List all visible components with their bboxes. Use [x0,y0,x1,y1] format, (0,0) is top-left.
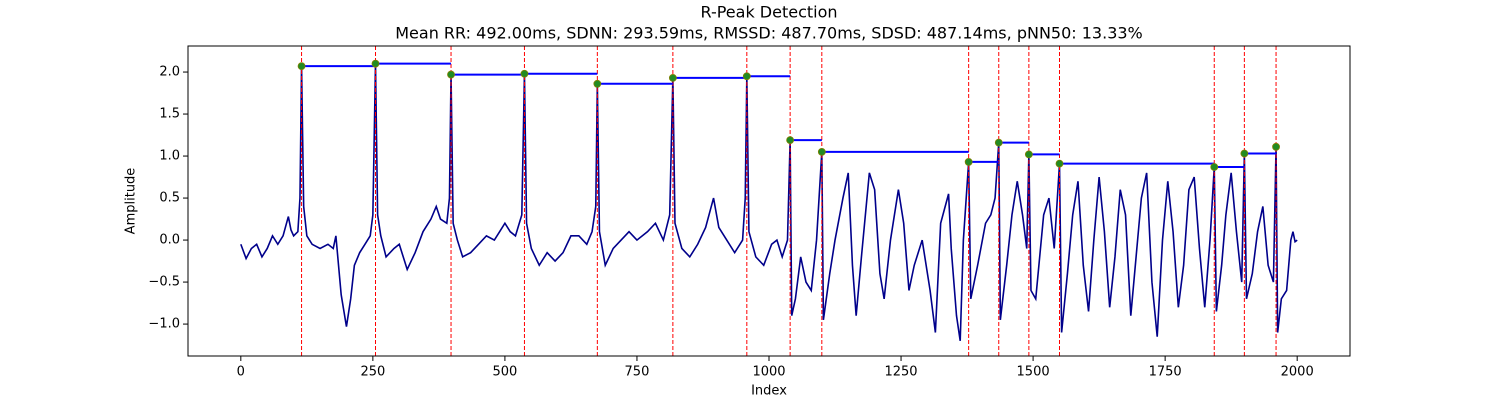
peak-marker [1210,163,1219,171]
peak-marker [1240,149,1249,158]
y-tick-label: 2.0 [159,65,180,80]
chart-title: R-Peak Detection [700,3,837,22]
x-tick-label: 500 [492,365,517,380]
y-tick-label: −1.0 [148,317,180,332]
x-tick-label: 750 [625,365,650,380]
x-tick-label: 1500 [1017,365,1050,380]
x-tick-label: 1250 [884,365,917,380]
peak-marker [964,158,973,166]
x-tick-label: 1000 [752,365,785,380]
y-tick-label: −0.5 [148,275,180,290]
peak-marker [520,69,529,78]
x-tick-label: 2000 [1281,365,1314,380]
y-tick-label: 1.0 [159,149,180,164]
peak-marker [786,136,795,144]
chart-subtitle: Mean RR: 492.00ms, SDNN: 293.59ms, RMSSD… [395,24,1143,43]
peak-marker [742,72,751,81]
plot-frame [187,45,1351,357]
peak-marker [447,70,455,79]
signal-line [240,63,1298,341]
peak-marker [297,62,306,71]
x-axis-label: Index [751,384,787,399]
peak-marker [1272,142,1280,151]
peak-marker [994,138,1003,147]
y-tick-label: 0.5 [159,191,180,206]
peak-marker [593,79,602,88]
y-axis-label: Amplitude [124,168,139,235]
x-tick-label: 250 [360,365,385,380]
x-tick-label: 1750 [1149,365,1182,380]
y-tick-label: 1.5 [159,107,180,122]
peak-marker [1024,150,1033,159]
peak-marker [1055,159,1064,168]
x-tick-label: 0 [237,365,245,380]
peak-marker [371,59,380,68]
peak-marker [817,147,826,156]
peak-marker [668,74,677,82]
y-tick-label: 0.0 [159,233,180,248]
